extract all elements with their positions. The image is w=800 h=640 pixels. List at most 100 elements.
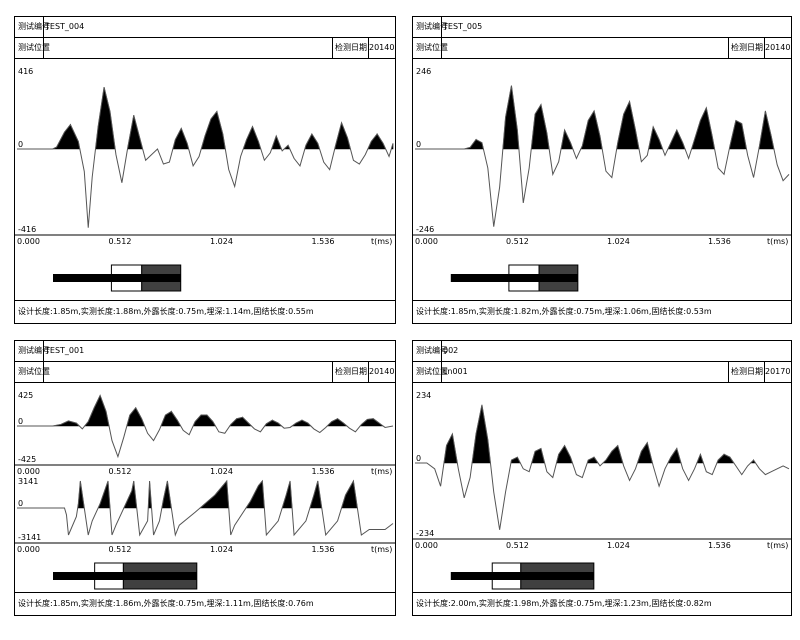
x-tick-label: 1.024: [210, 467, 233, 476]
pile-length-bar: [53, 572, 197, 580]
pile-length-bar: [450, 274, 578, 282]
x-tick-label: 0.000: [415, 237, 438, 246]
y-zero-label: 0: [18, 499, 23, 508]
waveform-line: [415, 404, 790, 530]
x-unit-label: t(ms): [371, 467, 392, 476]
x-tick-label: 1.536: [312, 545, 335, 554]
date-label: 检测日期: [335, 43, 367, 52]
waveform-plot: 425 0 -425 0.000 0.512 1.024 1.536 t(ms) 3141 0 -3…: [15, 391, 395, 590]
waveform-positive-fill: [77, 479, 358, 509]
header-divider: [368, 38, 369, 58]
date-label: 检测日期: [731, 43, 763, 52]
date-value: 20170715: [765, 367, 791, 376]
x-unit-label: t(ms): [371, 545, 392, 554]
x-tick-label: 1.536: [708, 541, 731, 550]
x-tick-label: 1.536: [312, 467, 335, 476]
y-zero-label: 0: [416, 140, 421, 149]
header-value: TEST_005: [443, 22, 483, 31]
waveform-plot: 416 0 -416 0.000 0.512 1.024 1.536 t(ms): [15, 67, 395, 292]
header-label: 测试编号: [416, 346, 448, 355]
y-min-label: -246: [416, 225, 434, 234]
summary-footer: 设计长度:1.85m,实测长度:1.86m,外露长度:0.75m,埋深:1.11…: [15, 592, 395, 615]
pile-length-bar: [450, 572, 594, 580]
header-label: 测试位置: [416, 367, 448, 376]
waveform-positive-fill: [443, 404, 757, 464]
panel-header-row: 测试位置 检测日期20140522: [15, 38, 395, 59]
x-unit-label: t(ms): [767, 237, 788, 246]
waveform-line: [17, 479, 394, 537]
x-tick-label: 0.512: [109, 237, 132, 246]
x-tick-label: 0.512: [506, 541, 529, 550]
header-divider: [728, 38, 729, 58]
header-divider: [441, 341, 442, 361]
date-value: 20140522: [369, 367, 395, 376]
header-label: 测试位置: [416, 43, 448, 52]
x-unit-label: t(ms): [371, 237, 392, 246]
x-tick-label: 0.000: [17, 467, 40, 476]
panel-header-row: 测试编号 TEST_005: [413, 17, 791, 38]
waveform-line: [17, 394, 394, 459]
y-zero-label: 0: [18, 140, 23, 149]
pile-length-bar: [53, 274, 181, 282]
header-divider: [441, 38, 442, 58]
waveform-plot: 246 0 -246 0.000 0.512 1.024 1.536 t(ms): [413, 67, 791, 292]
y-max-label: 425: [18, 391, 33, 400]
x-tick-label: 1.024: [210, 545, 233, 554]
x-tick-label: 0.512: [506, 237, 529, 246]
header-divider: [728, 362, 729, 382]
x-tick-label: 1.024: [210, 237, 233, 246]
y-min-label: -234: [416, 529, 434, 538]
waveform-plot: 234 0 -234 0.000 0.512 1.024 1.536 t(ms): [413, 391, 791, 590]
y-min-label: -425: [18, 455, 36, 464]
waveform-positive-fill: [464, 85, 775, 150]
panel-header-row: 测试编号 TEST_004: [15, 17, 395, 38]
header-value: TEST_004: [45, 22, 85, 31]
y-zero-label: 0: [18, 417, 23, 426]
y-min-label: -3141: [18, 533, 41, 542]
waveform-positive-fill: [52, 87, 394, 150]
x-unit-label: t(ms): [767, 541, 788, 550]
header-divider: [368, 362, 369, 382]
x-tick-label: 1.024: [607, 541, 630, 550]
x-tick-label: 1.536: [708, 237, 731, 246]
date-value: 20140522: [369, 43, 395, 52]
y-max-label: 3141: [18, 477, 38, 486]
x-tick-label: 0.000: [17, 237, 40, 246]
header-label: 测试编号: [18, 346, 50, 355]
date-label: 检测日期: [335, 367, 367, 376]
header-label: 测试位置: [18, 367, 50, 376]
header-divider: [43, 341, 44, 361]
summary-footer: 设计长度:2.00m,实测长度:1.98m,外露长度:0.75m,埋深:1.23…: [413, 592, 791, 615]
summary-footer: 设计长度:1.85m,实测长度:1.82m,外露长度:0.75m,埋深:1.06…: [413, 300, 791, 323]
header-divider: [332, 38, 333, 58]
header-divider: [441, 362, 442, 382]
date-label: 检测日期: [731, 367, 763, 376]
header-divider: [764, 362, 765, 382]
x-tick-label: 1.024: [607, 237, 630, 246]
y-zero-label: 0: [416, 454, 421, 463]
x-tick-label: 1.536: [312, 237, 335, 246]
y-max-label: 246: [416, 67, 431, 76]
header-divider: [332, 362, 333, 382]
summary-footer: 设计长度:1.85m,实测长度:1.88m,外露长度:0.75m,埋深:1.14…: [15, 300, 395, 323]
y-max-label: 234: [416, 391, 431, 400]
header-value: TEST_001: [45, 346, 85, 355]
x-tick-label: 0.512: [109, 467, 132, 476]
y-min-label: -416: [18, 225, 36, 234]
header-divider: [43, 17, 44, 37]
waveform-line: [17, 87, 394, 228]
header-value: 002: [443, 346, 459, 355]
header-label: 测试位置: [18, 43, 50, 52]
panel-header-row: 测试位置 检测日期20140522: [413, 38, 791, 59]
y-max-label: 416: [18, 67, 33, 76]
header-divider: [43, 38, 44, 58]
header-divider: [764, 38, 765, 58]
panel-header-row: 测试编号 002: [413, 341, 791, 362]
header-value: cn001: [443, 367, 468, 376]
panel-header-row: 测试编号 TEST_001: [15, 341, 395, 362]
